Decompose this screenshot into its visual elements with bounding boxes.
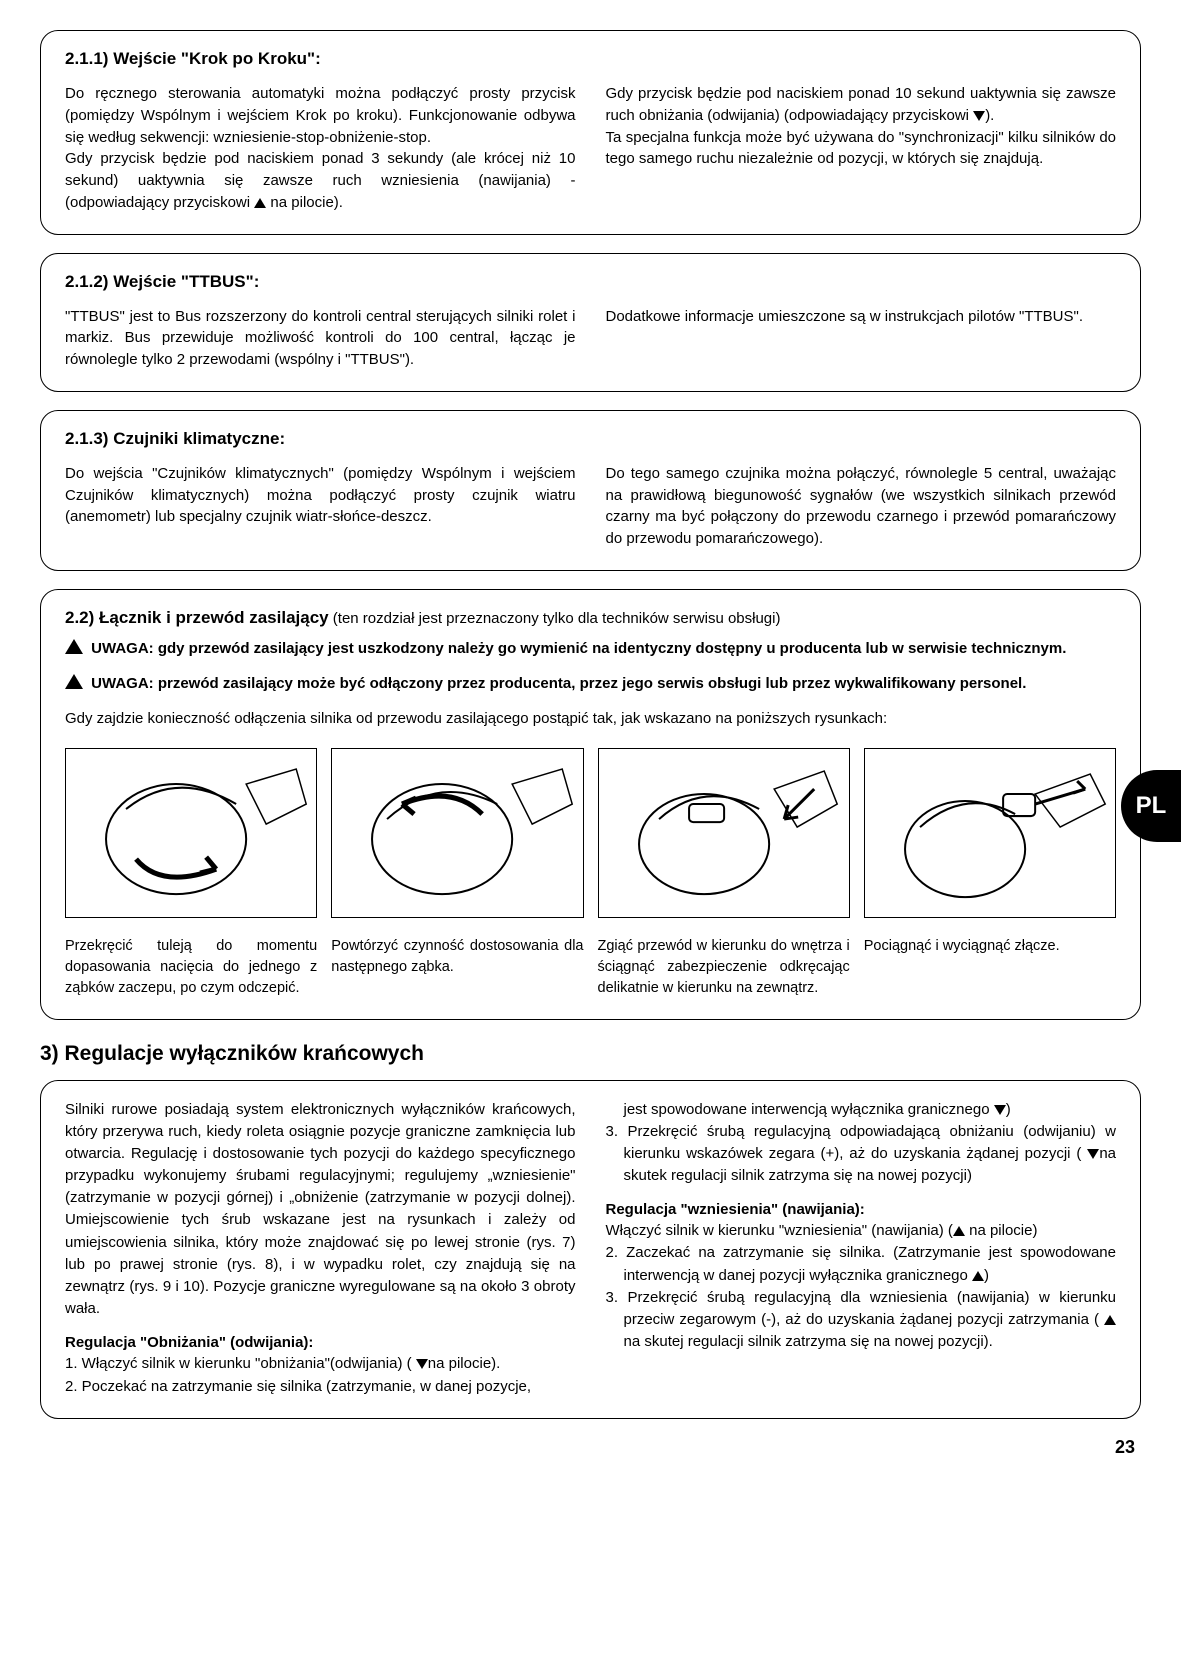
figure-row: Przekręcić tuleją do momentu dopasowania… [65,748,1116,999]
section-2-2: 2.2) Łącznik i przewód zasilający (ten r… [40,589,1141,1020]
page-number: 23 [40,1437,1141,1458]
figure-image [65,748,317,918]
triangle-up-icon [254,198,266,208]
triangle-down-icon [994,1105,1006,1115]
sketch-icon [599,749,849,918]
col-right: Gdy przycisk będzie pod naciskiem ponad … [606,83,1117,214]
list-raising: 2. Zaczekać na zatrzymanie się silnika. … [606,1242,1117,1353]
col-left: "TTBUS" jest to Bus rozszerzony do kontr… [65,306,576,371]
triangle-up-icon [972,1271,984,1281]
col-right: jest spowodowane interwencją wyłącznika … [606,1099,1117,1398]
col-right: Dodatkowe informacje umieszczone są w in… [606,306,1117,371]
figure-4: Pociągnąć i wyciągnąć złącze. [864,748,1116,999]
warning-1: UWAGA: gdy przewód zasilający jest uszko… [65,638,1116,659]
figure-1: Przekręcić tuleją do momentu dopasowania… [65,748,317,999]
main-paragraph: Silniki rurowe posiadają system elektron… [65,1099,576,1321]
section-2-1-3: 2.1.3) Czujniki klimatyczne: Do wejścia … [40,410,1141,571]
triangle-down-icon [973,111,985,121]
sketch-icon [865,749,1115,918]
col-left: Do wejścia "Czujników klimatycznych" (po… [65,463,576,550]
list-item: 2. Poczekać na zatrzymanie się silnika (… [65,1376,576,1398]
figure-image [864,748,1116,918]
warning-2: UWAGA: przewód zasilający może być odłąc… [65,673,1116,694]
section-title: 2.1.3) Czujniki klimatyczne: [65,429,1116,449]
list-item: 1. Włączyć silnik w kierunku "obniżania"… [65,1353,576,1375]
section-2-1-1: 2.1.1) Wejście "Krok po Kroku": Do ręczn… [40,30,1141,235]
sketch-icon [66,749,316,918]
figure-caption: Pociągnąć i wyciągnąć złącze. [864,936,1116,957]
figure-3: Zgiąć przewód w kierunku do wnętrza i śc… [598,748,850,999]
section-title-light: (ten rozdział jest przeznaczony tylko dl… [329,610,781,627]
list-lowering: 1. Włączyć silnik w kierunku "obniżania"… [65,1353,576,1397]
list-item: 3. Przekręcić śrubą regulacyjną dla wzni… [606,1287,1117,1354]
figure-image [331,748,583,918]
col-left: Do ręcznego sterowania automatyki można … [65,83,576,214]
sketch-icon [332,749,582,918]
figure-caption: Zgiąć przewód w kierunku do wnętrza i śc… [598,936,850,999]
triangle-up-icon [1104,1315,1116,1325]
list-item: 2. Zaczekać na zatrzymanie się silnika. … [606,1242,1117,1286]
section-2-1-2: 2.1.2) Wejście "TTBUS": "TTBUS" jest to … [40,253,1141,392]
figure-caption: Powtórzyć czynność dostosowania dla nast… [331,936,583,978]
list-item: Włączyć silnik w kierunku "wzniesienia" … [606,1220,1117,1242]
triangle-up-icon [953,1226,965,1236]
list-lowering-cont: 3. Przekręcić śrubą regulacyjną odpowiad… [606,1121,1117,1188]
subheading-raising: Regulacja "wzniesienia" (nawijania): [606,1201,1117,1218]
section-title: 2.1.2) Wejście "TTBUS": [65,272,1116,292]
section-3: Silniki rurowe posiadają system elektron… [40,1080,1141,1419]
figure-caption: Przekręcić tuleją do momentu dopasowania… [65,936,317,999]
list-item: 3. Przekręcić śrubą regulacyjną odpowiad… [606,1121,1117,1188]
section-title: 2.1.1) Wejście "Krok po Kroku": [65,49,1116,69]
continuation-line: jest spowodowane interwencją wyłącznika … [606,1099,1117,1121]
warning-icon [65,639,83,654]
subheading-lowering: Regulacja "Obniżania" (odwijania): [65,1334,576,1351]
col-left: Silniki rurowe posiadają system elektron… [65,1099,576,1398]
triangle-down-icon [1087,1149,1099,1159]
figure-image [598,748,850,918]
warning-icon [65,674,83,689]
intro-text: Gdy zajdzie konieczność odłączenia silni… [65,708,1116,730]
section-3-heading: 3) Regulacje wyłączników krańcowych [40,1042,1141,1066]
triangle-down-icon [416,1359,428,1369]
figure-2: Powtórzyć czynność dostosowania dla nast… [331,748,583,999]
section-title-bold: 2.2) Łącznik i przewód zasilający [65,608,329,627]
col-right: Do tego samego czujnika można połączyć, … [606,463,1117,550]
